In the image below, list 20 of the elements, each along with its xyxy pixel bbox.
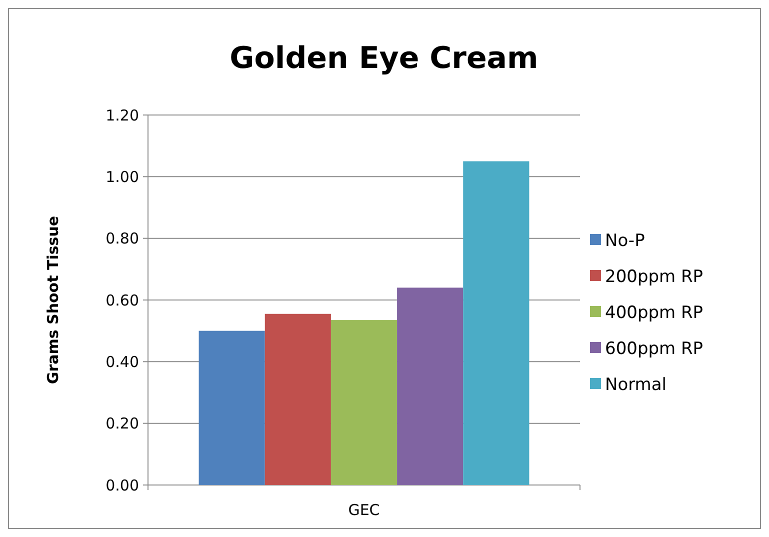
legend-label: No-P <box>605 230 645 251</box>
y-tick-label: 0.60 <box>106 291 139 310</box>
y-axis-title: Grams Shoot Tissue <box>44 216 62 384</box>
legend-label: 600ppm RP <box>605 338 704 359</box>
x-tick-label: GEC <box>348 501 380 519</box>
legend-label: 200ppm RP <box>605 266 704 287</box>
legend-label: 400ppm RP <box>605 302 704 323</box>
bar <box>397 288 464 485</box>
y-tick-label: 0.20 <box>106 414 139 433</box>
y-tick-label: 1.00 <box>106 168 139 186</box>
y-tick-label: 1.20 <box>106 106 139 124</box>
bar <box>264 314 331 485</box>
y-tick-label: 0.00 <box>106 476 139 494</box>
bar <box>330 320 398 485</box>
bar <box>463 161 530 485</box>
y-tick-label: 0.40 <box>106 352 139 371</box>
y-tick-label: 0.80 <box>106 230 139 248</box>
legend-label: Normal <box>605 374 667 395</box>
bar <box>198 330 265 485</box>
chart-title: Golden Eye Cream <box>230 41 538 76</box>
